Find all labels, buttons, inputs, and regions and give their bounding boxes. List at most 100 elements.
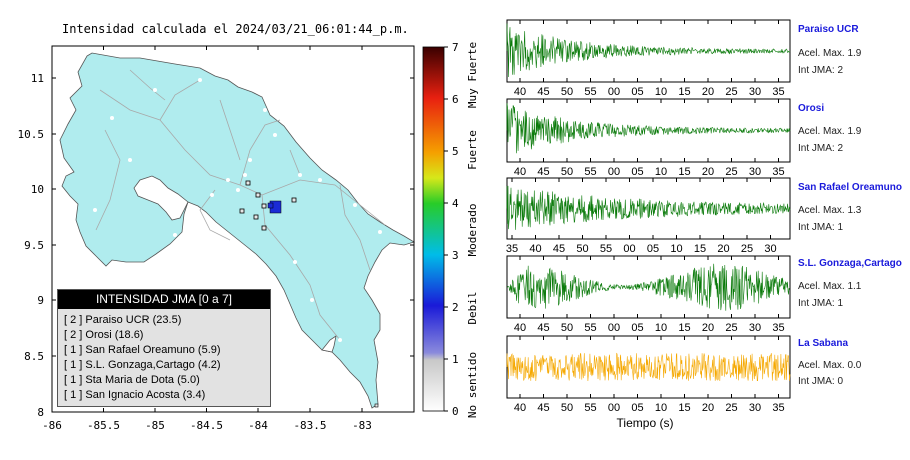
waveform-tick-label: 35	[772, 166, 784, 178]
waveform-tick-label: 55	[600, 243, 612, 255]
waveform-tick-label: 15	[678, 166, 690, 178]
station-jma: Int JMA: 1	[798, 222, 844, 233]
waveform-trace	[506, 263, 791, 311]
waveform-panel: 40 45 50 55 00 05 10 15 20 25 30 35	[506, 98, 791, 178]
waveform-panel: 40 45 50 55 00 05 10 15 20 25 30 35	[506, 335, 791, 414]
waveform-tick-label: 00	[608, 166, 620, 178]
waveform-tick-label: 05	[647, 243, 659, 255]
colorbar-tick-label: 3	[452, 249, 459, 262]
waveform-tick-label: 55	[584, 322, 596, 334]
station-jma: Int JMA: 2	[798, 143, 844, 154]
map-y-tick-label: 8	[37, 406, 44, 419]
station-markers	[239, 180, 379, 408]
waveform-tick-label: 45	[537, 86, 549, 98]
station-jma: Int JMA: 0	[798, 376, 844, 387]
colorbar-tick-label: 2	[452, 301, 459, 314]
map-y-tick-label: 10.5	[18, 128, 45, 141]
city-dots	[93, 78, 382, 342]
waveform-tick-label: 25	[725, 166, 737, 178]
waveform-tick-label: 30	[749, 86, 761, 98]
station-name: San Rafael Oreamuno	[798, 182, 902, 193]
waveform-tick-label: 55	[584, 166, 596, 178]
station-acel: Acel. Max. 1.9	[798, 126, 862, 137]
waveform-tick-label: 20	[717, 243, 729, 255]
colorbar-categories: No sentido Debil Moderado Fuerte Muy Fuerte	[466, 42, 479, 418]
waveform-tick-label: 45	[537, 166, 549, 178]
station-name: S.L. Gonzaga,Cartago	[798, 258, 902, 269]
colorbar-tick-label: 7	[452, 41, 459, 54]
gulf-nicoya	[133, 175, 189, 221]
waveform-tick-label: 45	[553, 243, 565, 255]
station-acel: Acel. Max. 1.9	[798, 48, 862, 59]
golfo-dulce	[321, 335, 337, 353]
waveform-tick-label: 05	[631, 402, 643, 414]
station-jma: Int JMA: 1	[798, 298, 844, 309]
waveform-tick-label: 15	[678, 402, 690, 414]
map-y-tick-label: 8.5	[24, 350, 44, 363]
map-title: Intensidad calculada el 2024/03/21_06:01…	[62, 22, 409, 36]
waveform-panel: 40 45 50 55 00 05 10 15 20 25 30 35	[506, 255, 791, 334]
waveform-tick-label: 55	[584, 402, 596, 414]
waveform-tick-label: 25	[741, 243, 753, 255]
waveform-tick-label: 00	[608, 86, 620, 98]
waveform-panels: 40 45 50 55 00 05 10 15 20 25 30 35 40 45 50 55 00 05 10 15…	[506, 19, 791, 414]
station-acel: Acel. Max. 0.0	[798, 360, 862, 371]
waveform-trace	[506, 23, 791, 78]
station-acel: Acel. Max. 1.1	[798, 281, 862, 292]
waveform-tick-label: 05	[631, 322, 643, 334]
costa-rica-land	[59, 52, 415, 409]
waveform-tick-label: 00	[623, 243, 635, 255]
intensity-colorbar	[422, 46, 445, 412]
waveform-tick-label: 05	[631, 166, 643, 178]
station-name: La Sabana	[798, 338, 849, 349]
waveform-tick-label: 50	[576, 243, 588, 255]
waveform-tick-label: 50	[561, 166, 573, 178]
legend-header: INTENSIDAD JMA [0 a 7]	[58, 290, 270, 309]
colorbar-category-label: Fuerte	[466, 130, 479, 170]
waveform-tick-label: 35	[772, 86, 784, 98]
waveform-trace	[506, 185, 791, 230]
waveform-tick-label: 35	[506, 243, 518, 255]
legend-item: [ 1 ] Sta Maria de Dota (5.0)	[64, 374, 200, 386]
colorbar-tick-label: 0	[452, 405, 459, 418]
map-y-tick-label: 9.5	[24, 239, 44, 252]
legend-item: [ 1 ] San Ignacio Acosta (3.4)	[64, 389, 206, 401]
time-axis-label: Tiempo (s)	[616, 416, 674, 430]
waveform-tick-label: 10	[655, 86, 667, 98]
map-x-tick-label: -83	[352, 419, 372, 432]
map-x-tick-label: -83.5	[293, 419, 326, 432]
intensity-legend: INTENSIDAD JMA [0 a 7] [ 2 ] Paraiso UCR…	[57, 289, 271, 407]
waveform-tick-label: 20	[702, 86, 714, 98]
waveform-tick-label: 35	[772, 322, 784, 334]
waveform-tick-label: 00	[608, 402, 620, 414]
waveform-tick-label: 40	[514, 402, 526, 414]
colorbar-tick-label: 4	[452, 197, 459, 210]
colorbar-tick-label: 5	[452, 145, 459, 158]
waveform-tick-label: 10	[655, 402, 667, 414]
station-name: Paraiso UCR	[798, 24, 859, 35]
map-y-tick-label: 9	[37, 294, 44, 307]
waveform-tick-label: 50	[561, 86, 573, 98]
waveform-panel: 35 40 45 50 55 00 05 10 15 20 25 30	[506, 177, 791, 255]
roads	[95, 69, 386, 341]
waveform-tick-label: 15	[678, 322, 690, 334]
colorbar-tick-label: 1	[452, 353, 459, 366]
legend-list: [ 2 ] Paraiso UCR (23.5) [ 2 ] Orosi (18…	[58, 309, 270, 403]
colorbar-category-label: Muy Fuerte	[466, 42, 479, 108]
waveform-tick-label: 35	[772, 402, 784, 414]
waveform-trace	[506, 352, 791, 382]
waveform-tick-label: 10	[655, 166, 667, 178]
waveform-tick-label: 05	[631, 86, 643, 98]
waveform-tick-label: 25	[725, 402, 737, 414]
colorbar-category-label: Moderado	[466, 204, 479, 257]
waveform-tick-label: 10	[670, 243, 682, 255]
waveform-tick-label: 40	[514, 322, 526, 334]
waveform-tick-label: 10	[655, 322, 667, 334]
station-name: Orosi	[798, 103, 825, 114]
legend-item: [ 2 ] Orosi (18.6)	[64, 329, 144, 341]
map-y-tick-label: 11	[31, 72, 44, 85]
waveform-tick-label: 30	[749, 322, 761, 334]
waveform-tick-label: 40	[514, 166, 526, 178]
waveform-tick-label: 45	[537, 402, 549, 414]
